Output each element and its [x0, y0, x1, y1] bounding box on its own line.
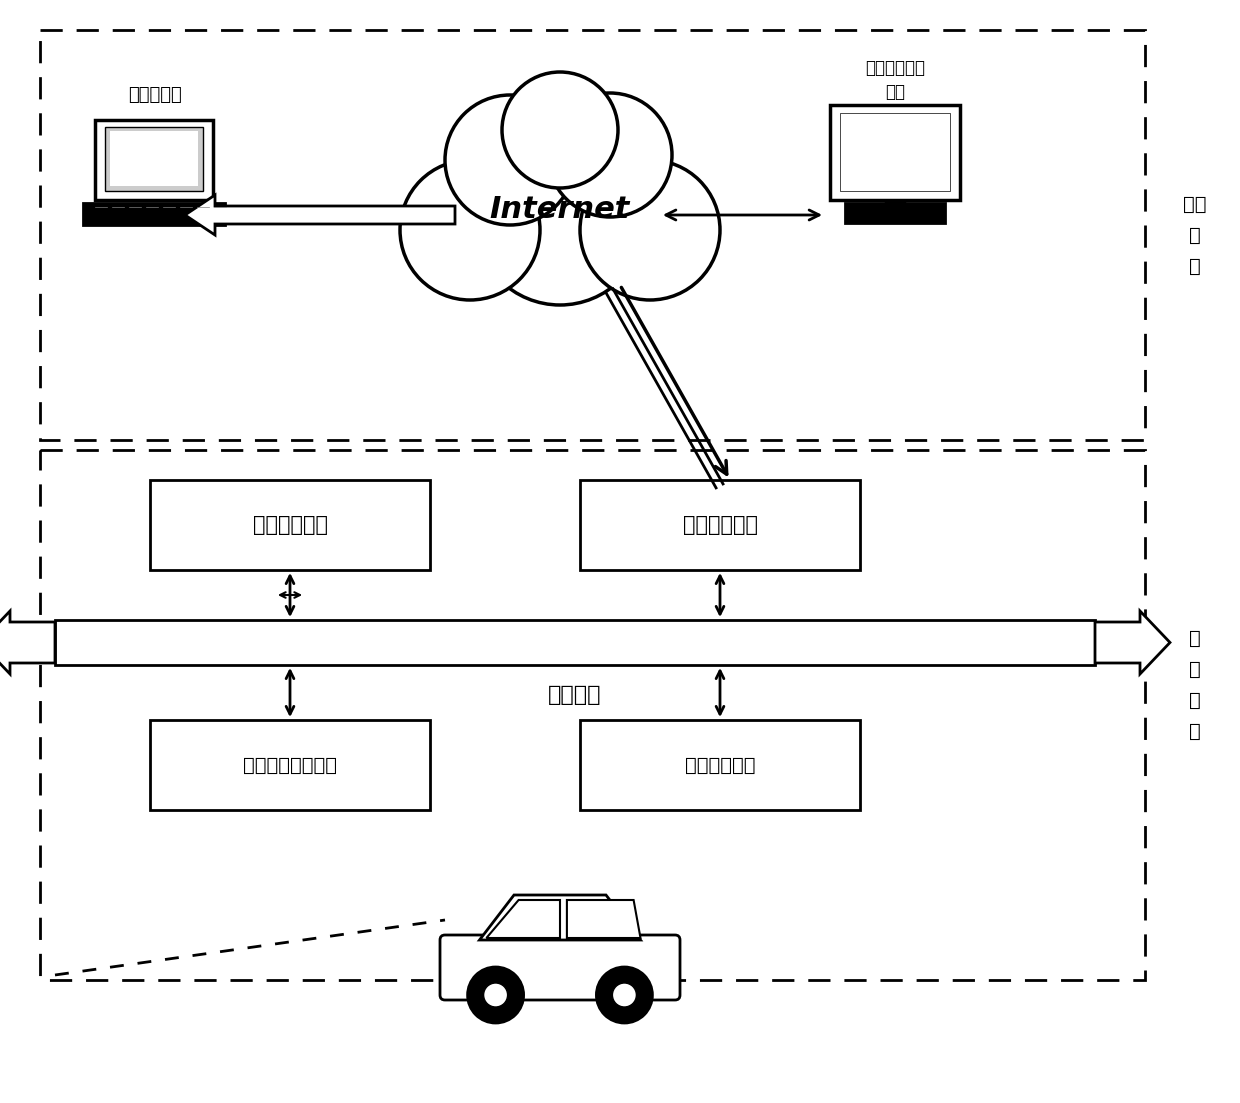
Bar [55, 620, 1095, 665]
Bar [580, 480, 861, 570]
Text: 虚拟环境控制
终端: 虚拟环境控制 终端 [866, 58, 925, 101]
Bar [95, 120, 213, 200]
Text: 日志服务器: 日志服务器 [128, 86, 182, 104]
Text: 数据记录系统: 数据记录系统 [684, 756, 755, 774]
Polygon shape [486, 900, 560, 938]
Polygon shape [480, 895, 641, 940]
Text: 虚拟环境管理系统: 虚拟环境管理系统 [243, 756, 337, 774]
Bar [839, 113, 950, 191]
Bar [150, 480, 430, 570]
Bar [83, 203, 224, 225]
Circle shape [596, 967, 652, 1022]
FancyArrow shape [185, 195, 455, 235]
Circle shape [580, 160, 720, 300]
FancyArrow shape [0, 611, 55, 674]
Circle shape [548, 93, 672, 217]
Bar [105, 127, 203, 191]
FancyArrow shape [1095, 611, 1171, 674]
Bar [580, 720, 861, 810]
Circle shape [401, 160, 539, 300]
Circle shape [484, 983, 507, 1007]
Text: 无人驾驶系统: 无人驾驶系统 [253, 515, 327, 535]
Text: 车
载
部
分: 车 载 部 分 [1189, 629, 1200, 741]
Circle shape [445, 95, 575, 225]
Bar [885, 200, 905, 208]
Bar [844, 203, 945, 223]
Bar [150, 720, 430, 810]
Bar [40, 30, 1145, 440]
Circle shape [467, 967, 523, 1022]
Circle shape [475, 135, 645, 306]
Bar [830, 105, 960, 200]
Circle shape [613, 983, 636, 1007]
Circle shape [502, 72, 618, 188]
FancyBboxPatch shape [440, 935, 680, 1000]
Bar [110, 131, 198, 186]
Text: 远程
部
分: 远程 部 分 [1183, 194, 1207, 276]
Polygon shape [567, 900, 641, 938]
Text: 网络通信系统: 网络通信系统 [682, 515, 758, 535]
Text: Internet: Internet [490, 195, 630, 225]
Text: 系统总线: 系统总线 [548, 685, 601, 705]
Bar [40, 450, 1145, 979]
